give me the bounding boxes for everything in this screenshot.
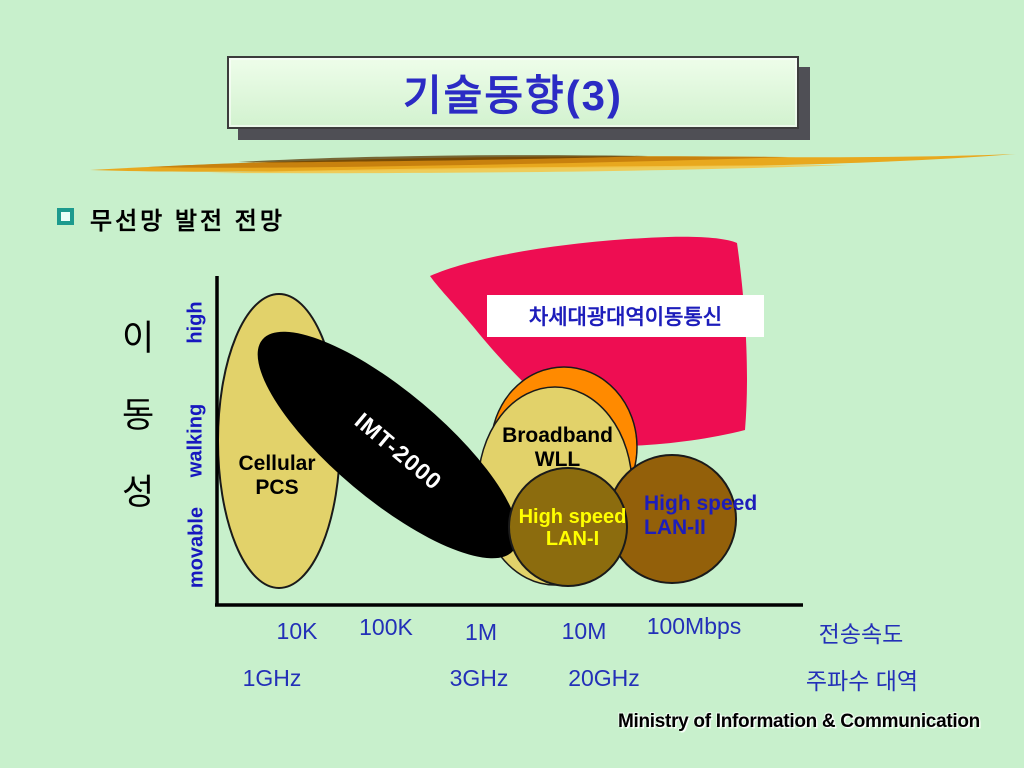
y-axis-char: 성 [122, 473, 155, 512]
speed-tick-100mbps: 100Mbps [646, 613, 742, 639]
freq-tick-1ghz: 1GHz [242, 665, 302, 691]
brush-stroke-highlight [208, 165, 848, 174]
broadband-wll-label: Broadband WLL [502, 424, 613, 471]
brush-stroke [90, 154, 1016, 174]
page-title: 기술동향(3) [403, 72, 623, 119]
bullet-square-icon [57, 208, 74, 225]
cellular-pcs-label: Cellular PCS [238, 452, 316, 499]
freq-tick-3ghz: 3GHz [449, 665, 509, 691]
speed-tick-10k: 10K [276, 618, 318, 644]
speed-tick-1m: 1M [465, 619, 497, 645]
lan2-label: High speed LAN-II [644, 492, 758, 539]
brush-stroke-dark-streak [238, 155, 648, 163]
lan1-circle [508, 467, 628, 587]
freq-tick-20ghz: 20GHz [568, 665, 640, 691]
freq-axis-label: 주파수 대역 [805, 668, 919, 694]
imt-2000-ellipse [257, 331, 519, 559]
nextgen-blob [430, 236, 748, 447]
mobility-level-high: high [184, 301, 207, 344]
y-axis-title: 이 동 성 [122, 310, 154, 515]
speed-tick-10m: 10M [561, 618, 607, 644]
ministry-footer: Ministry of Information & Communication [618, 711, 980, 732]
y-axis-char: 동 [122, 396, 155, 435]
lan1-label: High speed LAN-I [518, 506, 627, 551]
mobility-level-movable: movable [185, 506, 208, 589]
title-box: 기술동향(3) [227, 56, 799, 129]
bullet-text: 무선망 발전 전망 [90, 208, 285, 235]
y-axis-char: 이 [122, 319, 155, 358]
nextgen-label-box: 차세대광대역이동통신 [487, 295, 764, 337]
mobility-level-walking: walking [184, 403, 207, 478]
brush-stroke-core [148, 156, 788, 168]
speed-tick-100k: 100K [359, 614, 413, 640]
speed-axis-label: 전송속도 [818, 621, 904, 647]
